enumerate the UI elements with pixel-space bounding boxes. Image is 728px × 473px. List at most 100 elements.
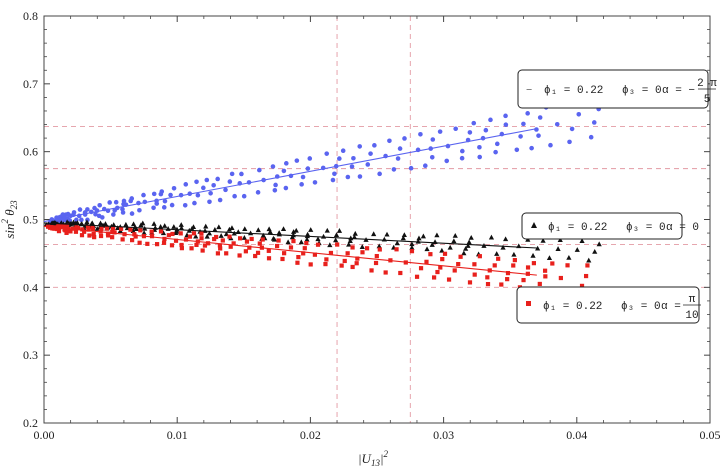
data-point xyxy=(500,244,506,250)
data-point xyxy=(305,166,311,171)
data-point xyxy=(402,136,407,141)
data-point xyxy=(373,260,379,266)
data-point xyxy=(97,202,103,208)
data-point xyxy=(330,177,336,183)
data-point xyxy=(328,250,334,256)
data-point xyxy=(215,176,220,182)
data-point xyxy=(171,224,177,229)
data-point xyxy=(111,222,117,227)
data-point xyxy=(281,168,287,174)
data-point xyxy=(154,242,160,247)
data-point xyxy=(145,241,150,246)
data-point xyxy=(205,241,211,246)
series-2-fit-line xyxy=(43,225,537,276)
data-point xyxy=(130,228,136,234)
data-point xyxy=(85,224,91,229)
data-point xyxy=(323,261,328,267)
legend-phi1: ϕ₁ = 0.22 xyxy=(548,222,607,234)
data-point xyxy=(276,230,282,235)
data-point xyxy=(200,248,205,253)
data-point xyxy=(565,263,570,268)
data-point xyxy=(179,246,184,251)
data-point xyxy=(447,244,453,250)
data-point xyxy=(369,268,374,273)
data-point xyxy=(477,144,482,150)
data-point xyxy=(576,111,582,117)
data-point xyxy=(190,224,197,230)
data-point xyxy=(585,263,590,268)
data-point xyxy=(485,281,491,287)
x-tick-label: 0.04 xyxy=(566,428,587,442)
data-point xyxy=(161,205,167,210)
data-point xyxy=(529,145,534,151)
data-point xyxy=(231,241,236,246)
data-point xyxy=(282,251,287,256)
data-point xyxy=(99,215,105,220)
data-point xyxy=(308,262,313,267)
legend-alpha: α = xyxy=(661,301,681,313)
data-point xyxy=(137,240,142,245)
data-point xyxy=(583,273,589,279)
legend-phi1: ϕ₁ = 0.22 xyxy=(544,85,603,97)
data-point xyxy=(231,230,237,236)
data-point xyxy=(424,246,430,252)
data-point xyxy=(216,224,222,230)
data-point xyxy=(288,245,294,250)
legend-marker: − xyxy=(526,84,532,96)
data-point xyxy=(107,200,112,205)
data-point xyxy=(458,254,463,259)
data-point xyxy=(505,271,511,276)
data-point xyxy=(349,164,355,169)
data-point xyxy=(161,240,167,245)
data-point xyxy=(294,158,300,163)
data-point xyxy=(301,251,306,256)
data-point xyxy=(199,236,204,241)
data-point xyxy=(364,246,370,251)
data-point xyxy=(465,243,471,248)
data-point xyxy=(492,263,497,268)
data-point xyxy=(138,228,143,233)
data-point xyxy=(260,232,266,238)
data-point xyxy=(557,237,563,243)
data-point xyxy=(360,250,365,255)
data-point xyxy=(384,231,390,237)
data-point xyxy=(333,237,339,243)
data-point xyxy=(91,231,96,237)
data-point xyxy=(397,146,403,151)
data-point xyxy=(98,233,104,239)
data-point xyxy=(302,246,307,251)
data-point xyxy=(137,207,142,213)
data-point xyxy=(199,231,204,236)
legend-frame xyxy=(521,212,683,240)
y-tick-label: 0.3 xyxy=(23,348,38,362)
data-point xyxy=(586,257,592,263)
data-point xyxy=(535,245,541,251)
data-point xyxy=(459,155,465,161)
data-point xyxy=(214,234,219,240)
data-point xyxy=(477,254,482,259)
data-point xyxy=(409,241,415,247)
data-point xyxy=(365,162,371,167)
data-point xyxy=(530,252,536,258)
data-point xyxy=(285,239,291,245)
axes: 0.00 0.01 0.02 0.03 0.04 0.05 0.2 0.3 0.4 0.5 0.6 0… xyxy=(0,9,721,468)
data-point xyxy=(315,242,321,247)
data-point xyxy=(324,257,329,262)
data-point xyxy=(512,257,517,263)
y-tick-label: 0.2 xyxy=(23,416,38,430)
data-point xyxy=(110,235,115,240)
data-point xyxy=(531,261,537,266)
data-point xyxy=(431,275,437,280)
data-point xyxy=(121,198,127,204)
data-point xyxy=(141,192,146,198)
data-point xyxy=(408,165,414,171)
data-point xyxy=(192,200,197,206)
data-point xyxy=(305,231,311,237)
data-point xyxy=(591,120,597,125)
data-point xyxy=(280,256,285,262)
x-tick-label: 0.01 xyxy=(167,428,188,442)
data-point xyxy=(159,189,165,194)
data-point xyxy=(151,191,157,197)
data-point xyxy=(350,264,355,270)
